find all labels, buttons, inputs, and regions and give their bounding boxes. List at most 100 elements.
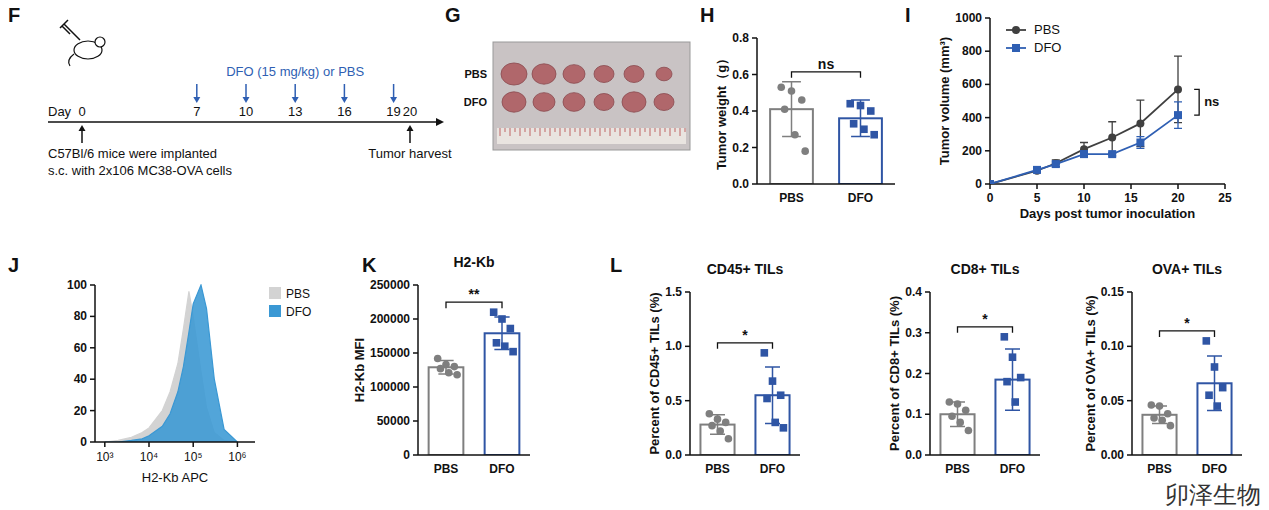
marker — [1033, 167, 1041, 175]
data-point — [1009, 353, 1017, 361]
y-tick — [1127, 454, 1132, 456]
y-tick-label: 200000 — [370, 312, 410, 326]
legend-marker — [1012, 26, 1020, 34]
y-axis — [689, 292, 691, 455]
y-tick — [413, 454, 418, 456]
data-point — [763, 395, 771, 403]
tumor — [622, 92, 646, 112]
timeline-axis — [48, 121, 436, 123]
ruler-tick — [635, 128, 636, 132]
title: OVA+ TILs — [1152, 261, 1222, 277]
timeline: Day071013161920DFO (15 mg/kg) or PBSC57B… — [48, 20, 452, 178]
y-tick — [985, 17, 990, 19]
day-number: 0 — [78, 104, 85, 119]
y-tick-label: 0 — [403, 448, 410, 462]
significance-label: ns — [1204, 94, 1219, 109]
error-bar — [1174, 102, 1182, 129]
data-point — [453, 371, 461, 379]
y-tick — [413, 420, 418, 422]
tumor — [532, 64, 556, 84]
bar — [940, 414, 974, 455]
x-tick-label: 10⁵ — [184, 450, 202, 464]
x-tick — [989, 184, 991, 189]
ruler-tick — [520, 128, 521, 136]
y-tick-label: 20 — [74, 404, 88, 418]
tumor — [594, 94, 614, 111]
y-tick-label: 1.0 — [665, 339, 682, 353]
error-bar — [1136, 100, 1144, 146]
x-axis — [990, 183, 1225, 185]
data-point — [788, 87, 796, 95]
ruler-tick — [585, 128, 586, 132]
y-tick-label: 100 — [67, 278, 87, 292]
x-tick-label: PBS — [1147, 462, 1172, 476]
y-axis-title: Percent of OVA+ TILs (%) — [1083, 295, 1098, 451]
treatment-arrowhead — [341, 97, 348, 103]
data-point — [501, 342, 509, 350]
y-tick — [752, 183, 757, 185]
data-point — [850, 120, 858, 128]
y-axis — [989, 18, 991, 184]
ruler-tick — [500, 128, 501, 136]
data — [429, 308, 520, 455]
ruler-tick — [605, 128, 606, 132]
figure: Day071013161920DFO (15 mg/kg) or PBSC57B… — [0, 0, 1269, 510]
data-point — [781, 105, 789, 113]
y-tick-label: 0.05 — [1101, 394, 1125, 408]
data-point — [769, 377, 777, 385]
y-tick-label: 50000 — [377, 414, 411, 428]
timeline-arrowhead — [436, 118, 444, 126]
ruler-tick — [535, 128, 536, 132]
y-tick-label: 0.0 — [905, 448, 922, 462]
ruler-tick — [595, 128, 596, 132]
y-tick — [685, 400, 690, 402]
x-axis — [930, 454, 1040, 456]
y-tick — [685, 291, 690, 293]
ruler-tick — [550, 128, 551, 136]
y-tick — [90, 441, 95, 443]
y-tick-label: 0.5 — [665, 394, 682, 408]
ruler-tick — [615, 128, 616, 132]
marker — [1052, 160, 1060, 168]
y-axis — [1131, 292, 1133, 455]
data-point — [1164, 410, 1172, 418]
tumor — [502, 92, 526, 112]
y-tick — [925, 332, 930, 334]
significance-bracket — [1160, 331, 1215, 337]
y-tick-label: 0.3 — [905, 326, 922, 340]
treatment-arrow — [245, 84, 247, 98]
data-point — [437, 365, 445, 373]
implant-label: C57Bl/6 mice were implanted — [48, 146, 217, 161]
panel: 0.00.51.01.5Percent of CD45+ TILs (%)PBS… — [647, 261, 800, 476]
ruler-tick — [655, 128, 656, 132]
day-number: 19 — [386, 104, 400, 119]
x-tick-label: PBS — [945, 462, 970, 476]
x-tick — [192, 442, 194, 447]
data-point — [780, 424, 788, 432]
y-tick-label: 150000 — [370, 346, 410, 360]
x-tick — [1177, 184, 1179, 189]
data-point — [725, 435, 733, 443]
ruler-tick — [640, 128, 641, 136]
panel: 0.000.050.100.15Percent of OVA+ TILs (%)… — [1083, 261, 1242, 476]
data-point — [445, 369, 453, 377]
data-point — [1001, 333, 1009, 341]
bar — [839, 118, 882, 184]
treatment-label: DFO (15 mg/kg) or PBS — [226, 64, 364, 79]
day-number: 20 — [403, 104, 417, 119]
ruler-tick — [650, 128, 651, 136]
syringe-icon — [60, 20, 80, 40]
x-tick — [1036, 184, 1038, 189]
ruler-tick — [665, 128, 666, 132]
data-point — [1156, 402, 1164, 410]
x-tick-label: 0 — [987, 191, 994, 205]
treatment-arrowhead — [292, 97, 299, 103]
error-bar — [1136, 137, 1144, 149]
data-point — [1148, 401, 1156, 409]
x-tick-label: 20 — [1171, 191, 1185, 205]
ruler-tick — [590, 128, 591, 136]
day-number: 16 — [337, 104, 351, 119]
bar — [429, 367, 464, 455]
significance-label: * — [982, 311, 988, 327]
ruler-tick — [545, 128, 546, 132]
